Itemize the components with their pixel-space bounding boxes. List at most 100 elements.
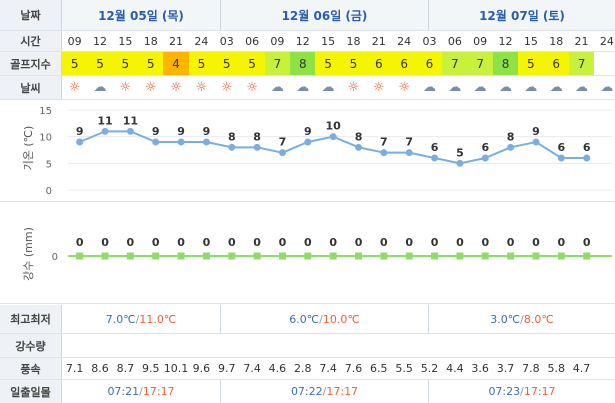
temp-point — [507, 143, 515, 151]
rain-point — [355, 252, 363, 260]
partly-cloudy-icon: ☁ — [93, 80, 107, 95]
wind-speed-cell: 4.7 — [572, 362, 591, 375]
temp-point — [202, 138, 210, 146]
golf-index-cell: 5 — [214, 52, 240, 75]
golf-index-cell: 5 — [112, 52, 139, 75]
rain-data-label: 0 — [405, 236, 413, 249]
rain-data-label: 0 — [228, 236, 236, 249]
rain-data-label: 0 — [507, 236, 515, 249]
temp-tick-label: 15 — [39, 106, 52, 117]
rain-point — [380, 252, 388, 260]
time-cell: 09 — [67, 34, 82, 48]
time-cell: 18 — [346, 34, 361, 48]
temp-data-label: 9 — [76, 125, 84, 138]
partly-cloudy-icon: ☁ — [270, 80, 284, 95]
partly-cloudy-icon: ☁ — [499, 80, 513, 95]
temp-point — [431, 154, 439, 162]
day-3-low: 3.0℃ — [490, 312, 521, 326]
partly-cloudy-icon: ☁ — [575, 80, 589, 95]
rain-point — [253, 252, 261, 260]
rain-data-label: 0 — [76, 236, 84, 249]
wind-speed-cell: 7.1 — [65, 362, 84, 375]
wind-speed-cell: 4.6 — [268, 362, 287, 375]
wind-speed-cell: 5.2 — [420, 362, 439, 375]
golf-index-cell: 5 — [87, 52, 113, 75]
temp-data-label: 6 — [481, 141, 489, 154]
rain-point — [101, 252, 109, 260]
temp-data-label: 6 — [557, 141, 565, 154]
time-cell: 09 — [270, 34, 285, 48]
day-2-low: 6.0℃ — [289, 312, 320, 326]
temp-point — [456, 159, 464, 167]
day-2-sunset: 17:17 — [326, 385, 359, 398]
rain-data-label: 0 — [329, 236, 337, 249]
rain-point — [481, 252, 489, 260]
day-2-minmax: 6.0℃/10.0℃ — [221, 305, 429, 333]
wind-speed-cell: 10.1 — [163, 362, 189, 375]
temp-data-label: 8 — [355, 130, 363, 143]
rain-point — [152, 252, 160, 260]
day-3-date: 12월 07일 (토) — [479, 8, 565, 23]
day-2-date: 12월 06일 (금) — [221, 0, 429, 30]
rain-data-label: 0 — [203, 236, 211, 249]
date-label: 날짜 — [0, 0, 62, 30]
wind-speed-cell: 7.6 — [344, 362, 363, 375]
time-row: 시간 09 12 15 18 21 24 03 06 09 12 15 18 21 24 03 06 09 12 1… — [0, 31, 615, 52]
golf-index-cell: 6 — [366, 52, 392, 75]
time-cell: 21 — [371, 34, 386, 48]
precip-label: 강수량 — [0, 334, 62, 357]
golf-index-cell: 7 — [264, 52, 291, 75]
golf-index-cell: 5 — [518, 52, 544, 75]
rain-point — [507, 252, 515, 260]
rain-data-label: 0 — [304, 236, 312, 249]
rain-data-label: 0 — [279, 236, 287, 249]
temp-point — [557, 154, 565, 162]
temp-point — [228, 143, 236, 151]
rain-point — [126, 252, 134, 260]
rain-point — [76, 252, 84, 260]
temp-data-label: 8 — [253, 130, 261, 143]
temp-data-label: 6 — [431, 141, 439, 154]
temp-data-label: 11 — [97, 114, 112, 127]
rain-data-label: 0 — [101, 236, 109, 249]
wind-speed-cell: 7.4 — [319, 362, 337, 375]
rain-point — [329, 252, 337, 260]
temp-point — [126, 127, 134, 135]
time-cell: 15 — [523, 34, 538, 48]
wind-speed-cell: 9.6 — [192, 362, 211, 375]
sun-icon: ☼ — [144, 80, 157, 95]
temp-data-label: 11 — [123, 114, 138, 127]
partly-cloudy-icon: ☁ — [422, 80, 436, 95]
sun-icon: ☼ — [195, 80, 208, 95]
partly-cloudy-icon: ☁ — [321, 80, 335, 95]
wind-speed-cell: 4.4 — [446, 362, 464, 375]
wind-speed-cell: 2.8 — [294, 362, 312, 375]
day-3-sun: 07:23/17:17 — [488, 385, 556, 398]
time-cell: 15 — [118, 34, 133, 48]
time-cell: 12 — [295, 34, 310, 48]
temperature-chart-svg: 0 5 10 15 9 11 11 9 9 9 8 8 7 9 10 8 7 7 6 5 6 8 9 6 6 — [39, 106, 612, 197]
temp-point — [177, 138, 185, 146]
partly-cloudy-icon: ☁ — [524, 80, 538, 95]
rain-data-label: 0 — [127, 236, 135, 249]
golf-index-cell: 8 — [492, 52, 519, 75]
rain-tick-label: 0 — [52, 252, 58, 263]
temp-tick-label: 10 — [39, 133, 52, 144]
day-3-sunset: 17:17 — [523, 385, 556, 398]
rain-data-label: 0 — [177, 236, 185, 249]
time-cell: 06 — [245, 34, 260, 48]
temp-data-label: 9 — [304, 125, 312, 138]
wind-label: 풍속 — [0, 358, 62, 379]
temp-tick-label: 0 — [46, 186, 52, 197]
temp-data-label: 7 — [405, 136, 413, 149]
temp-point — [101, 127, 109, 135]
rain-point — [532, 252, 540, 260]
partly-cloudy-icon: ☁ — [549, 80, 563, 95]
time-cell: 12 — [498, 34, 513, 48]
minmax-label: 최고최저 — [0, 305, 62, 333]
temp-point — [76, 138, 84, 146]
day-1-minmax: 7.0℃/11.0℃ — [62, 305, 221, 333]
time-cell: 24 — [194, 34, 209, 48]
temp-point — [152, 138, 160, 146]
sun-icon: ☼ — [347, 80, 360, 95]
